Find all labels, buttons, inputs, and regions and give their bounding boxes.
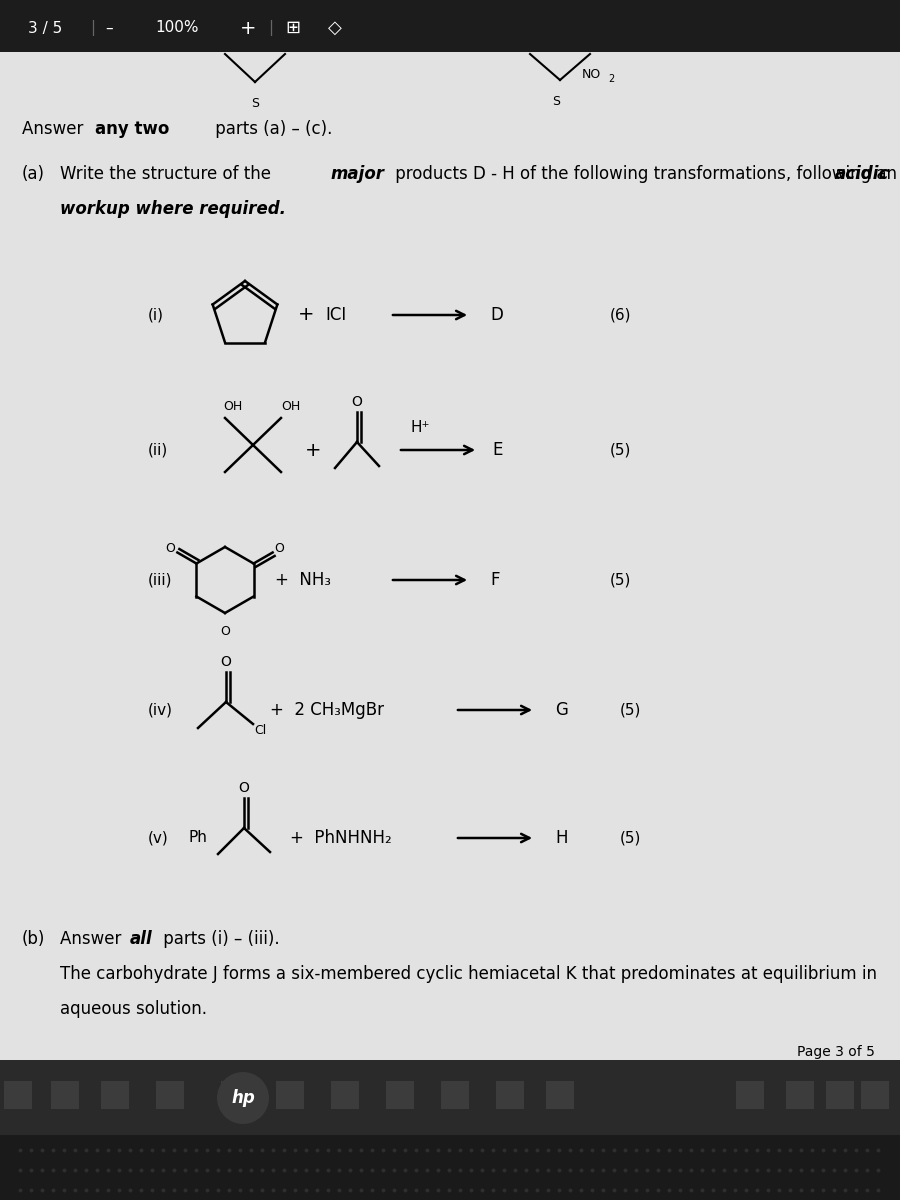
Text: H⁺: H⁺ (410, 420, 430, 436)
Text: ⊞: ⊞ (285, 19, 300, 37)
Bar (0, 1135, 900, 1200)
Text: ICI: ICI (325, 306, 346, 324)
Text: F: F (490, 571, 500, 589)
Bar (51, 1081, 79, 1109)
Text: +  PhNHNH₂: + PhNHNH₂ (290, 829, 392, 847)
Text: (b): (b) (22, 930, 45, 948)
Text: OH: OH (223, 401, 242, 414)
Bar (4, 1081, 32, 1109)
Bar (386, 1081, 414, 1109)
Bar (101, 1081, 129, 1109)
Text: acidic: acidic (835, 164, 889, 182)
Bar (496, 1081, 524, 1109)
Text: (ii): (ii) (148, 443, 168, 457)
Text: parts (a) – (c).: parts (a) – (c). (210, 120, 332, 138)
Text: S: S (552, 95, 560, 108)
Bar (221, 1081, 249, 1109)
Text: aqueous solution.: aqueous solution. (60, 1000, 207, 1018)
Bar (441, 1081, 469, 1109)
Text: G: G (555, 701, 568, 719)
Text: +: + (305, 440, 321, 460)
Text: O: O (352, 395, 363, 409)
Text: |: | (268, 20, 273, 36)
Text: (v): (v) (148, 830, 169, 846)
Text: O: O (220, 625, 230, 638)
Text: Answer: Answer (22, 120, 88, 138)
Text: The carbohydrate J forms a six-membered cyclic hemiacetal K that predominates at: The carbohydrate J forms a six-membered … (60, 965, 877, 983)
Text: (5): (5) (610, 572, 632, 588)
Text: +: + (298, 306, 314, 324)
Text: Page 3 of 5: Page 3 of 5 (797, 1045, 875, 1058)
Text: (6): (6) (610, 307, 632, 323)
Text: Answer: Answer (60, 930, 127, 948)
Text: Write the structure of the: Write the structure of the (60, 164, 276, 182)
Text: Cl: Cl (254, 724, 266, 737)
Bar (276, 1081, 304, 1109)
Text: any two: any two (95, 120, 169, 138)
Text: (5): (5) (620, 830, 642, 846)
Text: +  NH₃: + NH₃ (275, 571, 331, 589)
Text: (iii): (iii) (148, 572, 173, 588)
Circle shape (217, 1072, 269, 1124)
Text: E: E (492, 440, 502, 458)
Bar (0, 1060, 900, 1135)
Text: Ph: Ph (188, 830, 207, 846)
Text: hp: hp (231, 1090, 255, 1106)
Bar (0, 0, 900, 52)
Text: –: – (105, 20, 112, 36)
Bar (826, 1081, 854, 1109)
Text: O: O (166, 542, 176, 554)
Bar (736, 1081, 764, 1109)
Text: D: D (490, 306, 503, 324)
Text: |: | (90, 20, 95, 36)
Bar (156, 1081, 184, 1109)
Text: H: H (555, 829, 568, 847)
Bar (331, 1081, 359, 1109)
Bar (786, 1081, 814, 1109)
Text: OH: OH (281, 401, 301, 414)
Text: +  2 CH₃MgBr: + 2 CH₃MgBr (270, 701, 384, 719)
Text: +: + (240, 18, 256, 37)
Text: 100%: 100% (155, 20, 199, 36)
Text: O: O (220, 655, 231, 670)
Text: NO: NO (582, 67, 601, 80)
Text: (5): (5) (620, 702, 642, 718)
Bar (546, 1081, 574, 1109)
Bar (861, 1081, 889, 1109)
Text: products D - H of the following transformations, following an: products D - H of the following transfor… (390, 164, 900, 182)
Text: O: O (274, 542, 284, 554)
Text: ◇: ◇ (328, 19, 342, 37)
Text: O: O (238, 781, 249, 794)
Text: 2: 2 (608, 74, 614, 84)
Text: S: S (251, 97, 259, 110)
Text: (5): (5) (610, 443, 632, 457)
Text: all: all (130, 930, 153, 948)
Text: (i): (i) (148, 307, 164, 323)
Text: 3 / 5: 3 / 5 (28, 20, 62, 36)
Text: major: major (330, 164, 384, 182)
Text: workup where required.: workup where required. (60, 200, 286, 218)
Text: (iv): (iv) (148, 702, 173, 718)
Text: (a): (a) (22, 164, 45, 182)
Text: parts (i) – (iii).: parts (i) – (iii). (158, 930, 280, 948)
